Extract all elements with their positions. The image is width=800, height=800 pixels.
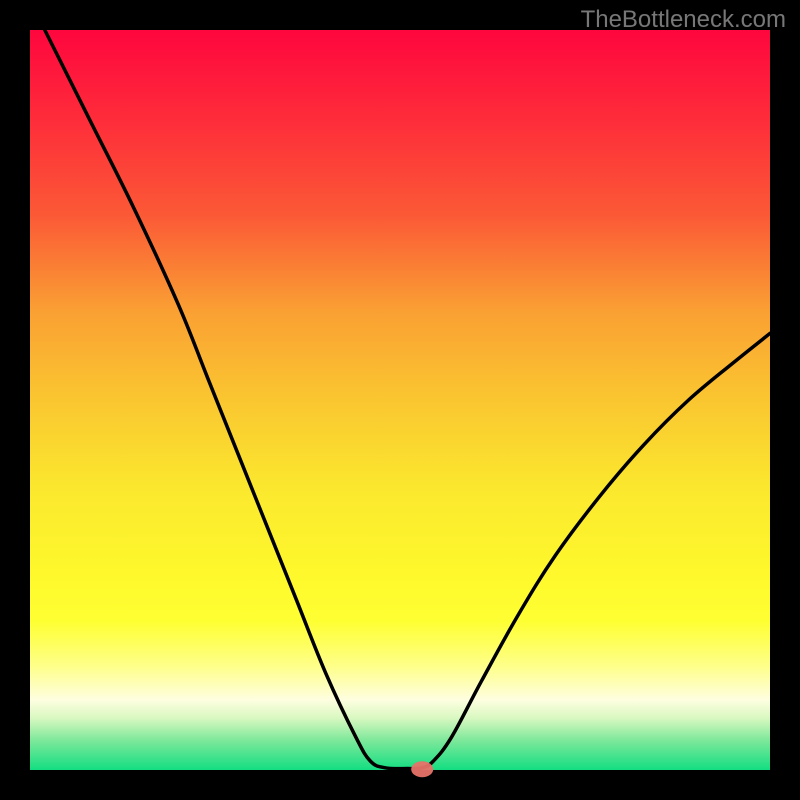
plot-background xyxy=(30,30,770,770)
bottleneck-chart xyxy=(0,0,800,800)
watermark-text: TheBottleneck.com xyxy=(581,6,786,34)
optimal-point-marker xyxy=(411,761,433,777)
chart-container: TheBottleneck.com xyxy=(0,0,800,800)
